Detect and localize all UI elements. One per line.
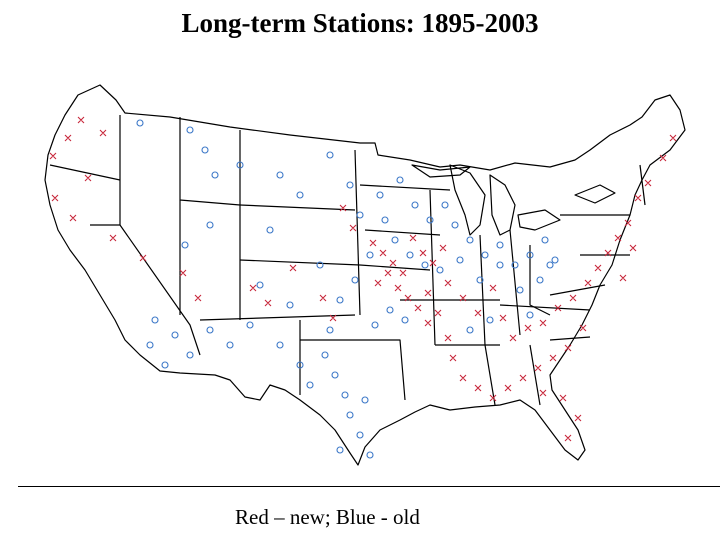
map-outline	[44, 84, 686, 466]
us-station-map	[44, 84, 686, 466]
slide-title: Long-term Stations: 1895-2003	[181, 8, 539, 38]
legend-caption: Red – new; Blue - old	[235, 505, 420, 529]
new-station-markers	[49, 116, 677, 442]
old-station-markers	[136, 119, 559, 459]
divider-line	[18, 486, 720, 487]
